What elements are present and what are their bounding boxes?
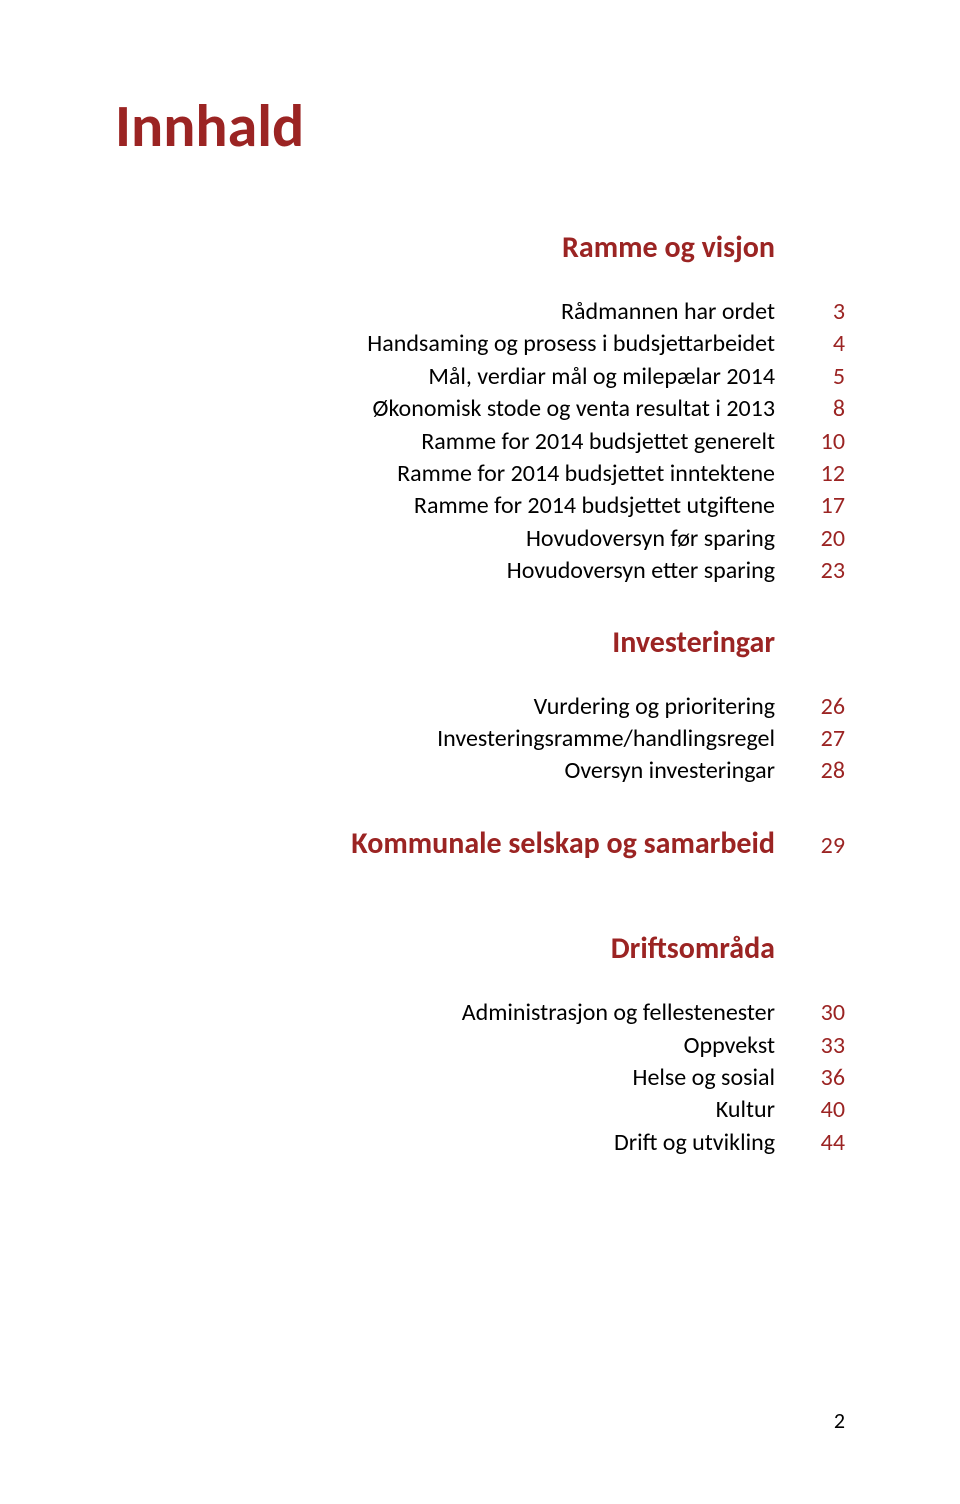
- toc: Ramme og visjon Rådmannen har ordet3Hands…: [230, 229, 845, 1159]
- toc-row: Kultur40: [230, 1094, 845, 1126]
- toc-row-page: 27: [775, 723, 845, 755]
- toc-row-label: Administrasjon og fellestenester: [230, 997, 775, 1029]
- toc-row-page: 8: [775, 393, 845, 425]
- toc-row-label: Drift og utvikling: [230, 1127, 775, 1159]
- toc-row-page: 5: [775, 361, 845, 393]
- toc-row-label: Ramme for 2014 budsjettet inntektene: [230, 458, 775, 490]
- toc-row: Økonomisk stode og venta resultat i 2013…: [230, 393, 845, 425]
- toc-row-page: 23: [775, 555, 845, 587]
- toc-row-label: Ramme for 2014 budsjettet utgiftene: [230, 490, 775, 522]
- toc-row: Ramme for 2014 budsjettet generelt10: [230, 426, 845, 458]
- toc-row-page: 20: [775, 523, 845, 555]
- toc-section-heading: Driftsområda: [230, 930, 845, 967]
- toc-section-heading-page: 29: [775, 830, 845, 862]
- toc-row-page: 12: [775, 458, 845, 490]
- toc-row-label: Ramme for 2014 budsjettet generelt: [230, 426, 775, 458]
- toc-section: Kommunale selskap og samarbeid29: [230, 824, 845, 895]
- toc-row: Drift og utvikling44: [230, 1127, 845, 1159]
- toc-row-label: Handsaming og prosess i budsjettarbeidet: [230, 328, 775, 360]
- toc-row-page: 4: [775, 328, 845, 360]
- toc-row-page: 17: [775, 490, 845, 522]
- toc-row: Hovudoversyn før sparing20: [230, 523, 845, 555]
- toc-row: Investeringsramme/handlingsregel27: [230, 723, 845, 755]
- toc-row-label: Hovudoversyn etter sparing: [230, 555, 775, 587]
- page-title: Innhald: [115, 90, 845, 163]
- toc-row-page: 28: [775, 755, 845, 787]
- toc-section-heading-row: Kommunale selskap og samarbeid29: [230, 824, 845, 865]
- toc-row-page: 40: [775, 1094, 845, 1126]
- toc-row: Oversyn investeringar28: [230, 755, 845, 787]
- toc-row-page: 30: [775, 997, 845, 1029]
- toc-row-label: Rådmannen har ordet: [230, 296, 775, 328]
- toc-row: Rådmannen har ordet3: [230, 296, 845, 328]
- toc-section-heading: Kommunale selskap og samarbeid: [230, 824, 775, 865]
- toc-row-label: Oppvekst: [230, 1030, 775, 1062]
- toc-row-label: Mål, verdiar mål og milepælar 2014: [230, 361, 775, 393]
- toc-row-label: Vurdering og prioritering: [230, 691, 775, 723]
- page: Innhald Ramme og visjon Rådmannen har ord…: [0, 0, 960, 1504]
- toc-row-page: 44: [775, 1127, 845, 1159]
- toc-row-page: 33: [775, 1030, 845, 1062]
- toc-row-page: 3: [775, 296, 845, 328]
- toc-row-label: Hovudoversyn før sparing: [230, 523, 775, 555]
- toc-row: Helse og sosial36: [230, 1062, 845, 1094]
- toc-row: Ramme for 2014 budsjettet inntektene12: [230, 458, 845, 490]
- toc-section-heading: Ramme og visjon: [230, 229, 845, 266]
- toc-row-label: Helse og sosial: [230, 1062, 775, 1094]
- toc-section-heading: Investeringar: [230, 624, 845, 661]
- toc-row: Vurdering og prioritering26: [230, 691, 845, 723]
- toc-row: Mål, verdiar mål og milepælar 20145: [230, 361, 845, 393]
- toc-row: Administrasjon og fellestenester30: [230, 997, 845, 1029]
- toc-row-label: Oversyn investeringar: [230, 755, 775, 787]
- toc-row: Handsaming og prosess i budsjettarbeidet…: [230, 328, 845, 360]
- toc-section: Driftsområda Administrasjon og fellestene…: [230, 930, 845, 1159]
- toc-row-page: 26: [775, 691, 845, 723]
- toc-row-page: 10: [775, 426, 845, 458]
- toc-row-label: Økonomisk stode og venta resultat i 2013: [230, 393, 775, 425]
- toc-row: Hovudoversyn etter sparing23: [230, 555, 845, 587]
- page-number: 2: [834, 1407, 845, 1434]
- toc-row-label: Kultur: [230, 1094, 775, 1126]
- toc-section: Investeringar Vurdering og prioritering26…: [230, 624, 845, 788]
- toc-section: Ramme og visjon Rådmannen har ordet3Hands…: [230, 229, 845, 588]
- toc-row: Ramme for 2014 budsjettet utgiftene17: [230, 490, 845, 522]
- toc-row-page: 36: [775, 1062, 845, 1094]
- toc-row-label: Investeringsramme/handlingsregel: [230, 723, 775, 755]
- toc-row: Oppvekst33: [230, 1030, 845, 1062]
